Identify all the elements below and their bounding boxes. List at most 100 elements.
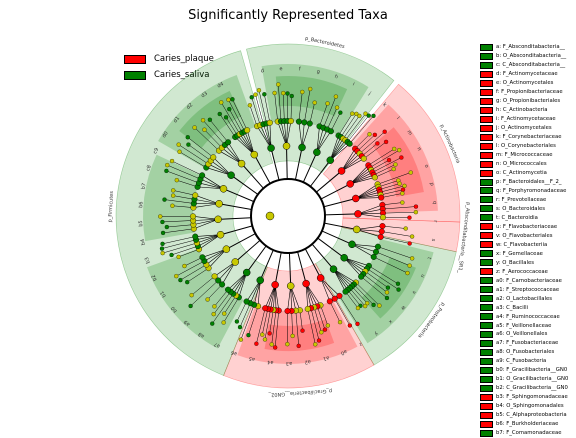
- leaf-node: [410, 235, 414, 239]
- leaf-node: [257, 88, 261, 92]
- clade-node: [347, 141, 353, 147]
- taxa-legend-swatch: [480, 71, 493, 78]
- leaf-node: [414, 205, 418, 209]
- leaf-node: [281, 91, 285, 95]
- leaf-node: [230, 97, 234, 101]
- taxa-legend-label: a4: F_Ruminococcaceae: [496, 314, 560, 320]
- taxa-legend-label: o: C_Actinomycetia: [496, 170, 547, 176]
- leaf-node: [170, 204, 174, 208]
- taxa-legend-swatch: [480, 134, 493, 141]
- root-ring: [251, 179, 325, 253]
- clade-node: [251, 151, 258, 158]
- taxa-legend-label: b6: F_Burkholderiaceae: [496, 421, 558, 427]
- taxa-legend-item: a4: F_Ruminococcaceae: [480, 312, 576, 321]
- leaf-node: [408, 264, 412, 268]
- taxa-legend-swatch: [480, 376, 493, 383]
- leaf-node: [408, 241, 412, 245]
- taxa-legend-swatch: [480, 179, 493, 186]
- taxa-legend-item: v: O_Flavobacteriales: [480, 231, 576, 240]
- leaf-node: [393, 162, 397, 166]
- leaf-node: [222, 312, 226, 316]
- leaf-node: [174, 274, 178, 278]
- leaf-node: [385, 296, 389, 300]
- taxa-legend-item: b4: O_Sphingomonadales: [480, 402, 576, 411]
- clade-node: [327, 298, 333, 304]
- taxa-legend-item: x: F_Gemellaceae: [480, 249, 576, 258]
- leaf-node: [182, 264, 186, 268]
- leaf-node: [387, 158, 391, 162]
- taxa-legend-label: a7: F_Fusobacteriaceae: [496, 340, 558, 346]
- clade-label: a2: [304, 358, 311, 365]
- clade-node: [192, 193, 198, 199]
- taxa-legend-item: a7: F_Fusobacteriaceae: [480, 339, 576, 348]
- taxa-legend-item: e: O_Actinomycetales: [480, 79, 576, 88]
- leaf-node: [248, 103, 252, 107]
- clade-node: [313, 149, 320, 156]
- taxa-legend-swatch: [480, 170, 493, 177]
- taxa-legend-item: q: F_Porphyromonadaceae: [480, 187, 576, 196]
- clade-node: [272, 281, 279, 288]
- taxa-legend-item: g: O_Propionibacteriales: [480, 97, 576, 106]
- taxa-legend-swatch: [480, 421, 493, 428]
- taxa-legend-item: f: F_Propionibacteriaceae: [480, 88, 576, 97]
- taxa-legend-swatch: [480, 152, 493, 159]
- taxa-legend-swatch: [480, 412, 493, 419]
- clade-node: [361, 156, 367, 162]
- taxa-legend-label: z: F_Aerococcaceae: [496, 269, 548, 275]
- clade-node: [262, 305, 268, 311]
- leaf-node: [375, 141, 379, 145]
- clade-node: [317, 274, 324, 281]
- leaf-node: [260, 333, 264, 337]
- leaf-node: [186, 135, 190, 139]
- clade-node: [352, 195, 359, 202]
- leaf-node: [219, 100, 223, 104]
- leaf-node: [164, 169, 168, 173]
- leaf-node: [202, 128, 206, 132]
- clade-node: [303, 280, 310, 287]
- leaf-node: [193, 126, 197, 130]
- leaf-node: [206, 297, 210, 301]
- taxa-legend-swatch: [480, 304, 493, 311]
- taxa-legend-swatch: [480, 223, 493, 230]
- leaf-node: [399, 156, 403, 160]
- leaf-node: [268, 331, 272, 335]
- clade-node: [215, 216, 222, 223]
- taxa-legend-item: r: F_Prevotellaceae: [480, 195, 576, 204]
- taxa-legend-label: a0: F_Carnobacteriaceae: [496, 278, 562, 284]
- clade-node: [268, 145, 275, 152]
- leaf-node: [373, 133, 377, 137]
- clade-node: [347, 180, 354, 187]
- taxa-legend-label: k: F_Corynebacteriaceae: [496, 134, 562, 140]
- clade-node: [338, 167, 345, 174]
- taxa-legend-label: r: F_Prevotellaceae: [496, 197, 546, 203]
- taxa-legend-swatch: [480, 161, 493, 168]
- taxa-legend-swatch: [480, 116, 493, 123]
- taxa-legend-swatch: [480, 430, 493, 437]
- leaf-node: [227, 107, 231, 111]
- leaf-node: [323, 328, 327, 332]
- taxa-legend-swatch: [480, 44, 493, 51]
- taxa-legend-label: a9: C_Fusobacteria: [496, 358, 546, 364]
- leaf-node: [171, 188, 175, 192]
- taxa-legend-swatch: [480, 286, 493, 293]
- leaf-node: [158, 214, 162, 218]
- leaf-node: [285, 342, 289, 346]
- clade-node: [244, 127, 250, 133]
- clade-node: [305, 306, 311, 312]
- taxa-legend-item: b: O_Absconditabacteria__: [480, 52, 576, 61]
- leaf-node: [291, 334, 295, 338]
- leaf-node: [170, 253, 174, 257]
- taxa-legend-swatch: [480, 349, 493, 356]
- taxa-legend-label: y: O_Bacillales: [496, 260, 534, 266]
- taxa-legend-label: b5: C_Alphaproteobacteria: [496, 412, 567, 418]
- clade-node: [307, 121, 313, 127]
- clade-node: [302, 120, 308, 126]
- leaf-node: [165, 225, 169, 229]
- leaf-node: [254, 342, 258, 346]
- leaf-node: [165, 163, 169, 167]
- clade-label: b7: [140, 183, 147, 190]
- taxa-legend-label: b1: O_Gracilibacteria__GN0: [496, 376, 568, 382]
- leaf-node: [253, 93, 257, 97]
- taxa-legend-label: a: F_Absconditabacteria__: [496, 44, 565, 50]
- taxa-legend-swatch: [480, 205, 493, 212]
